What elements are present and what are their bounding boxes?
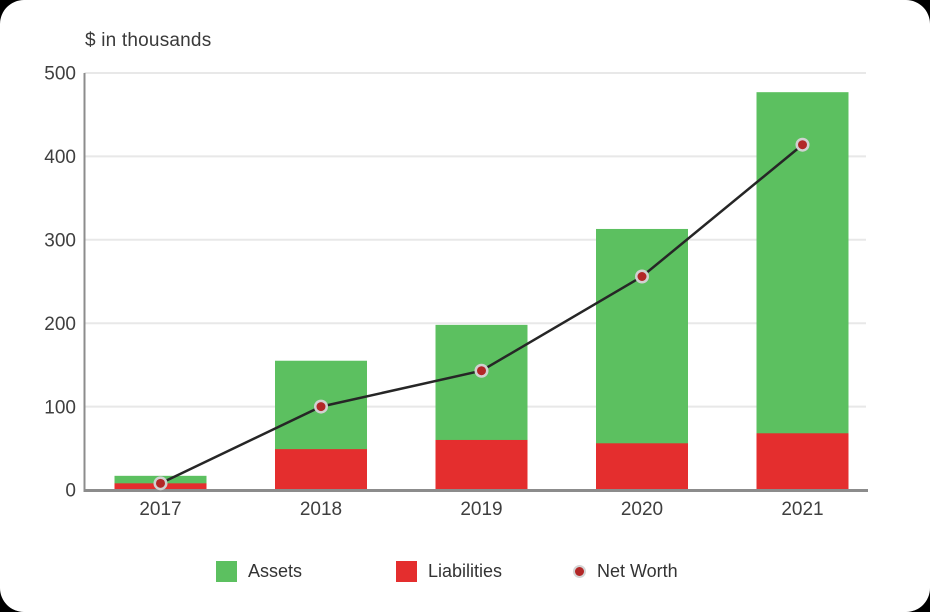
- assets-bar-2021: [756, 92, 849, 490]
- net-worth-point-2019: [477, 366, 486, 376]
- net-worth-point-2021: [798, 140, 807, 150]
- y-tick-label-200: 200: [44, 314, 76, 335]
- legend-item-liabilities: Liabilities: [396, 556, 502, 586]
- liabilities-bar-2018: [275, 449, 367, 490]
- legend-item-assets: Assets: [216, 556, 302, 586]
- liabilities-swatch-icon: [396, 560, 417, 582]
- legend-label-net-worth: Net Worth: [597, 560, 678, 581]
- y-tick-label-500: 500: [44, 64, 76, 85]
- x-tick-label-2018: 2018: [300, 499, 342, 520]
- y-tick-label-100: 100: [44, 397, 76, 418]
- liabilities-bar-2019: [435, 439, 528, 490]
- y-tick-label-0: 0: [65, 481, 76, 502]
- legend-label-liabilities: Liabilities: [428, 560, 503, 581]
- x-tick-label-2019: 2019: [460, 499, 502, 520]
- net-worth-marker-icon: [573, 564, 586, 578]
- y-tick-label-300: 300: [44, 230, 76, 251]
- chart-title: $ in thousands: [85, 30, 212, 51]
- liabilities-bar-2021: [756, 433, 849, 490]
- x-tick-label-2017: 2017: [139, 499, 181, 520]
- legend: Assets Liabilities Net Worth: [0, 556, 930, 586]
- net-worth-point-2020: [637, 271, 647, 281]
- x-tick-label-2020: 2020: [621, 499, 663, 520]
- net-worth-point-2017: [156, 478, 165, 488]
- legend-item-net-worth: Net Worth: [573, 556, 678, 586]
- x-tick-label-2021: 2021: [781, 499, 823, 520]
- legend-label-assets: Assets: [248, 560, 303, 581]
- assets-swatch-icon: [216, 560, 237, 582]
- liabilities-bar-2020: [596, 443, 688, 490]
- net-worth-point-2018: [316, 402, 326, 412]
- y-tick-label-400: 400: [44, 147, 76, 168]
